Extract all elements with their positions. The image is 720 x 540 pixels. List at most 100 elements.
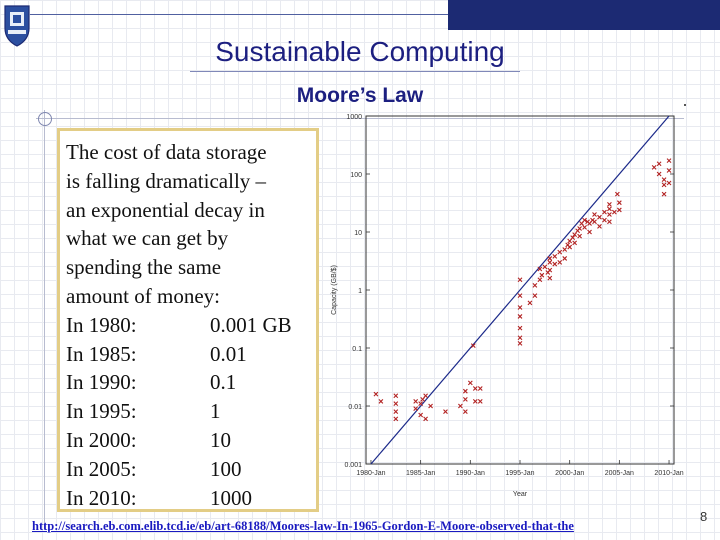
table-row: In 2010: 1000: [66, 484, 310, 513]
data-point: [413, 406, 419, 412]
data-point: [462, 388, 468, 394]
data-point: [666, 180, 672, 186]
data-point: [557, 249, 563, 255]
data-point: [552, 253, 558, 259]
x-tick-label: 2005-Jan: [605, 470, 634, 477]
data-point: [428, 403, 433, 409]
data-point: [607, 206, 612, 212]
page-number: 8: [700, 509, 708, 524]
data-point: [611, 209, 617, 215]
data-point: [517, 293, 523, 299]
data-point: [651, 165, 657, 170]
row-value: 10: [210, 427, 231, 452]
data-point: [602, 217, 607, 223]
data-point: [547, 259, 553, 265]
y-tick-label: 0.001: [344, 462, 362, 469]
title-underline: [190, 71, 520, 72]
intro-line: an exponential decay in: [66, 197, 265, 222]
x-tick-label: 2000-Jan: [555, 470, 584, 477]
data-point: [557, 259, 563, 265]
data-point: [470, 343, 476, 348]
table-row: In 1980: 0.001 GB: [66, 311, 310, 340]
x-axis-label: Year: [513, 491, 528, 498]
row-value: 1000: [210, 485, 252, 510]
y-tick-label: 100: [350, 172, 362, 179]
row-value: 100: [210, 456, 242, 481]
table-row: In 1985: 0.01: [66, 340, 310, 369]
data-point: [602, 209, 607, 215]
data-point: [472, 399, 478, 404]
data-point: [562, 247, 568, 252]
data-point: [539, 272, 545, 278]
data-point: [607, 219, 612, 225]
header-bar: [448, 0, 720, 30]
source-link[interactable]: http://search.eb.com.elib.tcd.ie/eb/art-…: [32, 519, 574, 533]
data-point: [537, 266, 543, 272]
slide-subtitle-row: Moore’s Law: [0, 84, 720, 108]
data-point: [666, 168, 672, 173]
data-point: [462, 409, 468, 415]
decorative-dot: [684, 104, 686, 106]
decorative-guide-vertical: [44, 110, 45, 530]
data-point: [418, 401, 424, 406]
data-point: [467, 380, 473, 386]
row-year: In 1990:: [66, 370, 137, 395]
data-point: [656, 161, 662, 167]
table-row: In 1995: 1: [66, 397, 310, 426]
data-point: [661, 191, 667, 197]
university-crest-icon: [4, 5, 30, 47]
data-point: [423, 416, 429, 422]
row-year: In 2005:: [66, 456, 137, 481]
data-point: [607, 201, 612, 207]
data-point: [616, 207, 622, 213]
decorative-guide-circle: [38, 112, 52, 126]
y-axis-label: Capacity (GB/$): [331, 265, 338, 315]
data-point: [517, 341, 523, 346]
data-point: [577, 233, 583, 239]
x-tick-label: 1985-Jan: [406, 470, 435, 477]
data-point: [418, 412, 424, 418]
data-point: [592, 212, 597, 217]
data-point: [393, 393, 399, 399]
row-year: In 1980:: [66, 312, 137, 337]
row-value: 0.1: [210, 370, 237, 395]
x-tick-label: 2010-Jan: [654, 470, 683, 477]
data-point: [517, 335, 523, 341]
intro-line: The cost of data storage: [66, 140, 267, 164]
data-point: [413, 399, 419, 404]
data-point: [547, 275, 553, 281]
intro-line: amount of money:: [66, 283, 220, 308]
data-point: [527, 300, 533, 306]
data-point: [661, 177, 667, 183]
data-point: [378, 399, 384, 404]
data-point: [597, 214, 602, 220]
data-point: [567, 244, 573, 250]
storage-cost-text-box: The cost of data storage is falling dram…: [57, 128, 319, 512]
y-tick-label: 0.01: [348, 404, 362, 411]
y-tick-label: 1000: [346, 114, 362, 121]
table-row: In 2005: 100: [66, 455, 310, 484]
x-tick-label: 1990-Jan: [456, 470, 485, 477]
data-point: [443, 409, 448, 415]
x-tick-label: 1980-Jan: [356, 470, 385, 477]
data-point: [572, 240, 578, 246]
data-point: [393, 416, 399, 422]
table-row: In 1990: 0.1: [66, 368, 310, 397]
header-rule: [30, 14, 448, 15]
data-point: [532, 293, 538, 299]
data-point: [582, 217, 587, 223]
data-point: [661, 182, 667, 188]
data-point: [570, 235, 576, 241]
data-point: [517, 314, 523, 319]
data-point: [393, 409, 399, 415]
y-tick-label: 10: [354, 230, 362, 237]
slide-subtitle: Moore’s Law: [296, 84, 424, 107]
data-point: [607, 212, 612, 217]
intro-line: is falling dramatically –: [66, 168, 267, 193]
data-point: [457, 403, 463, 409]
data-point: [582, 225, 587, 230]
data-point: [562, 256, 568, 261]
decorative-guide-horizontal: [36, 118, 684, 119]
data-point: [666, 158, 672, 164]
data-point: [423, 393, 429, 399]
